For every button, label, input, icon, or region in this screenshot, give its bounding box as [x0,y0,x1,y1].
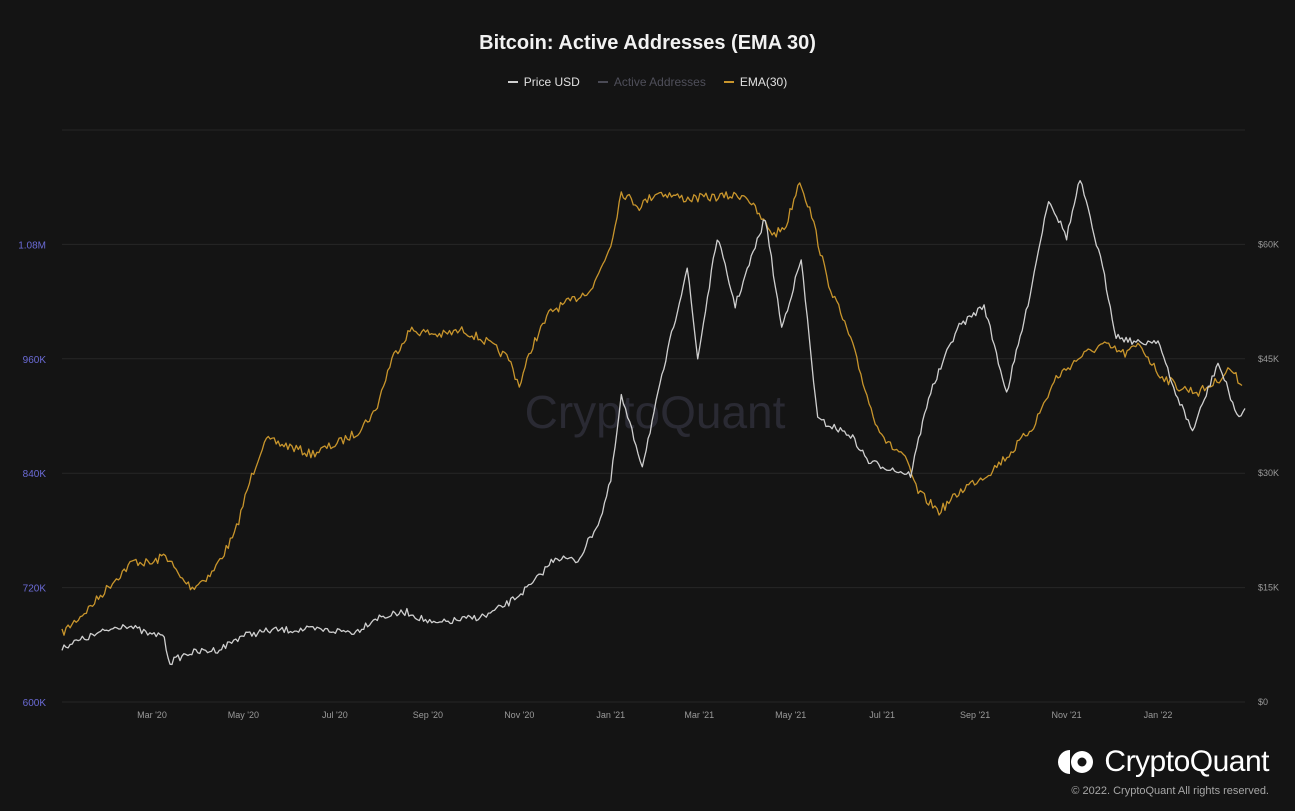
legend-item-active-addresses[interactable]: Active Addresses [597,75,706,89]
x-tick-label: Sep '21 [960,710,990,720]
x-tick-label: Mar '21 [684,710,714,720]
y-left-tick-label: 840K [23,469,47,480]
brand-name: CryptoQuant [1104,745,1269,778]
x-tick-label: Nov '20 [504,710,534,720]
y-right-tick-label: $60K [1258,239,1279,249]
legend-swatch-price [507,81,518,83]
legend: Price USD Active Addresses EMA(30) [0,75,1295,89]
legend-label-price: Price USD [523,75,580,89]
x-tick-label: Jul '20 [322,710,348,720]
brand-logo: CryptoQuant [1056,745,1269,779]
chart-title: Bitcoin: Active Addresses (EMA 30) [479,32,816,54]
x-tick-label: Nov '21 [1051,710,1081,720]
legend-item-price[interactable]: Price USD [507,75,580,89]
x-tick-label: Sep '20 [413,710,443,720]
y-left-tick-label: 960K [23,355,47,366]
axis-labels: 600K 720K 840K 960K 1.08M $0 $15K $30K $45K $60K M… [18,239,1279,720]
y-right-tick-label: $15K [1258,583,1279,593]
y-right-tick-label: $30K [1258,468,1279,478]
x-tick-label: Jan '22 [1144,710,1173,720]
legend-swatch-active-addresses [597,81,608,83]
series-line-ema-30 [61,182,1243,636]
y-left-tick-label: 600K [23,698,47,709]
y-left-tick-label: 720K [23,584,47,595]
x-tick-label: May '20 [228,710,259,720]
legend-label-ema: EMA(30) [739,75,788,89]
series-line-price-usd [61,180,1246,666]
x-tick-label: May '21 [775,710,806,720]
y-left-tick-label: 1.08M [18,240,46,251]
copyright-text: © 2022. CryptoQuant All rights reserved. [1071,785,1269,797]
y-right-tick-label: $0 [1258,697,1268,707]
legend-item-ema[interactable]: EMA(30) [723,75,788,89]
gridlines [62,129,1245,703]
series-lines [61,180,1246,666]
y-right-tick-label: $45K [1258,354,1279,364]
x-tick-label: Jan '21 [596,710,625,720]
x-tick-label: Mar '20 [137,710,167,720]
cryptoquant-logo-icon [1058,750,1094,774]
legend-swatch-ema [723,81,734,83]
chart-watermark: CryptoQuant [525,386,786,438]
x-tick-label: Jul '21 [869,710,895,720]
legend-label-active-addresses: Active Addresses [613,75,706,89]
